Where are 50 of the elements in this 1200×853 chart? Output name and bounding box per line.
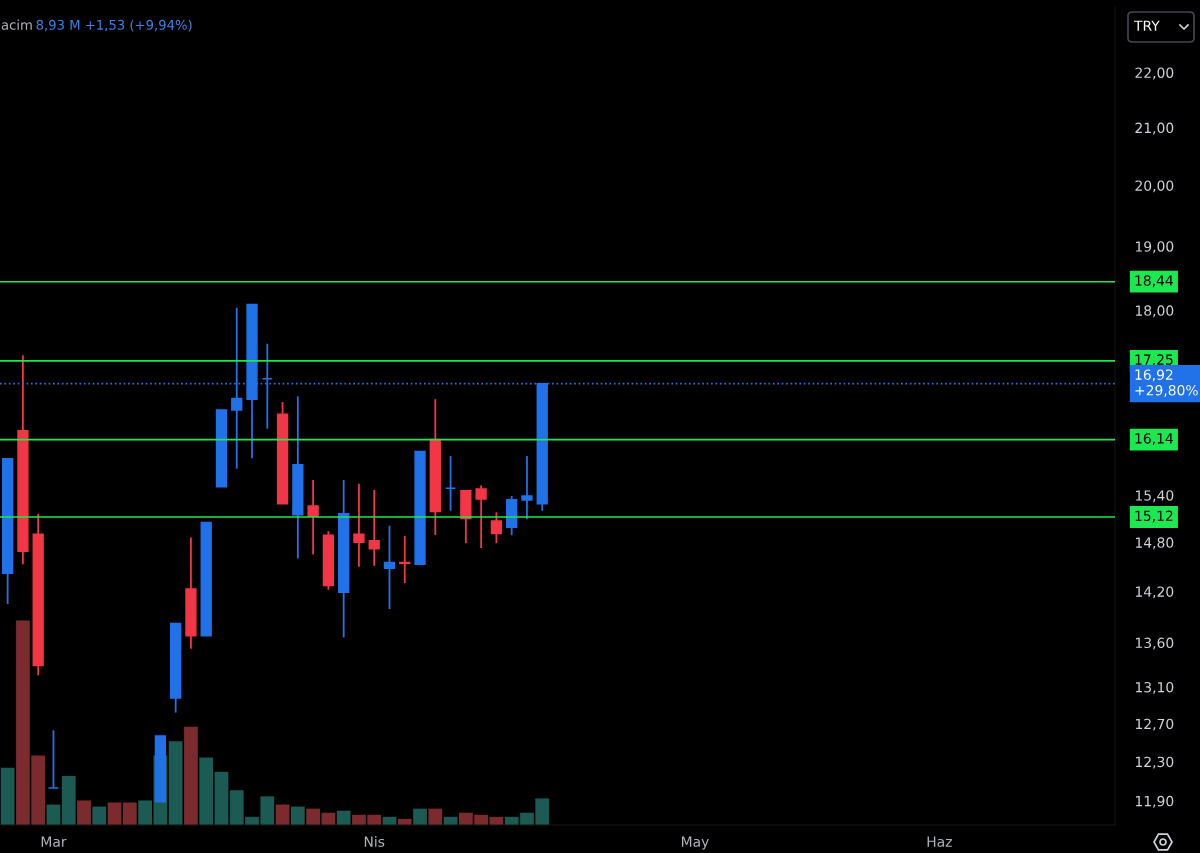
x-tick-label: May [681,836,709,850]
y-tick-label: 13,10 [1135,681,1174,694]
y-tick-label: 11,90 [1135,795,1174,808]
y-tick-label: 18,00 [1135,305,1174,318]
y-tick-label: 13,60 [1135,637,1174,650]
bar [0,767,15,825]
bar [122,802,137,825]
candlestick [490,511,503,545]
y-tick-label: 12,30 [1135,756,1174,769]
y-tick-label: 19,00 [1135,241,1174,254]
y-tick-label: 22,00 [1135,67,1174,80]
y-axis-title: TRY [1133,20,1160,31]
candlestick [475,484,487,549]
x-tick-label: Haz [927,836,952,847]
y-tick-label: 21,00 [1135,122,1174,135]
x-tick-label: Nis [364,836,385,847]
bar [413,808,427,825]
bar [92,806,107,825]
ref-line-label: 15,12 [1135,510,1173,523]
candlestick [47,729,60,789]
candlestick [353,482,365,568]
ref-line-label: 18,44 [1135,275,1173,288]
bar [214,771,229,825]
bar [61,775,76,825]
y-tick-label: 15,40 [1135,490,1174,503]
candlestick [368,488,380,567]
ref-line-label: 17,25 [1135,354,1173,367]
candlestick [307,479,319,556]
bar [199,757,214,825]
bar [184,726,198,825]
ref-line-label: 16,92 +29,80% [1135,369,1198,397]
candlestick [383,524,396,610]
y-tick-label: 20,00 [1135,180,1174,193]
candlestick [444,454,457,512]
y-tick-label: 12,70 [1135,718,1174,731]
bar [168,741,183,825]
candlestick [399,535,411,584]
y-tick-label: 14,20 [1135,586,1174,599]
candlestick [521,454,533,521]
annotation: 8,93 M +1,53 (+9,94%) [36,19,192,32]
bar [290,806,305,825]
bar [306,808,320,825]
bar [77,800,91,825]
ref-line-label: 16,14 [1135,433,1173,446]
chart-title: acim [1,19,32,30]
bar [336,810,351,825]
y-tick-label: 14,80 [1135,537,1174,550]
bar [428,808,443,825]
x-tick-label: Mar [41,836,67,847]
bar [138,800,152,825]
